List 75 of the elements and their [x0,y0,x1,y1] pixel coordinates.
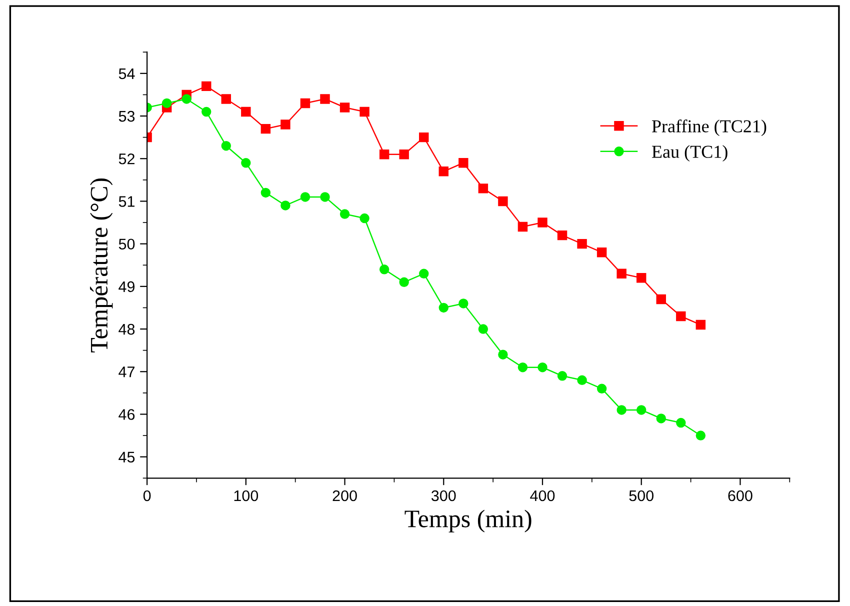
point [399,150,409,160]
x-tick-label: 0 [143,490,151,502]
y-tick-label: 52 [118,153,134,164]
point [202,106,212,117]
x-tick-label: 600 [728,490,752,502]
point [596,384,607,394]
point [379,264,390,274]
point [162,98,172,108]
y-tick-label: 45 [118,452,135,463]
x-tick-label: 200 [332,490,357,502]
point [636,405,646,415]
y-tick-label: 49 [118,281,135,292]
y-tick-label: 50 [118,238,135,250]
point [676,311,686,322]
point [656,294,666,304]
point [596,247,607,258]
point [656,414,666,424]
point [696,320,706,330]
point [300,192,310,202]
point [399,277,409,288]
point [577,375,587,386]
y-tick-label: 53 [118,110,135,122]
point [538,218,548,228]
y-tick-label: 47 [118,366,134,378]
y-tick-label: 51 [118,196,134,207]
point [419,268,429,279]
legend-label: Eau (TC1) [652,145,728,162]
point [498,350,508,360]
x-tick-label: 100 [234,490,258,502]
x-tick-label: 500 [629,490,654,502]
point [616,405,626,415]
point [221,140,231,151]
point [280,200,290,210]
point [340,209,350,219]
point [360,106,370,117]
y-tick-label: 48 [118,324,135,335]
y-axis-title: Température (°C) [90,178,113,352]
y-tick-label: 46 [118,409,135,420]
x-tick-label: 400 [530,490,555,502]
point [518,222,528,232]
point [636,273,646,283]
point [340,102,350,112]
point [616,268,626,279]
point [300,98,310,108]
point [478,184,488,194]
point [518,362,528,372]
point [458,298,468,308]
point [241,158,251,168]
y-tick-label: 54 [118,68,135,80]
point [696,430,706,440]
point [202,81,212,92]
point [498,196,508,206]
point [438,166,448,176]
point [360,213,370,224]
point [557,230,568,240]
point [280,120,290,130]
x-tick-label: 300 [431,490,456,502]
point [260,188,271,198]
point [320,94,330,104]
point [478,324,488,334]
point [577,238,587,249]
point [458,158,468,168]
point [557,371,568,381]
point [538,362,548,372]
point [676,418,686,428]
x-axis-title: Temps (min) [404,510,532,532]
point [221,94,231,104]
point [320,192,330,202]
legend-label: Praffine (TC21) [652,119,766,136]
point [241,106,251,117]
point [438,302,448,313]
point [419,132,429,142]
point [379,150,390,160]
point [182,94,192,104]
point [260,124,271,134]
